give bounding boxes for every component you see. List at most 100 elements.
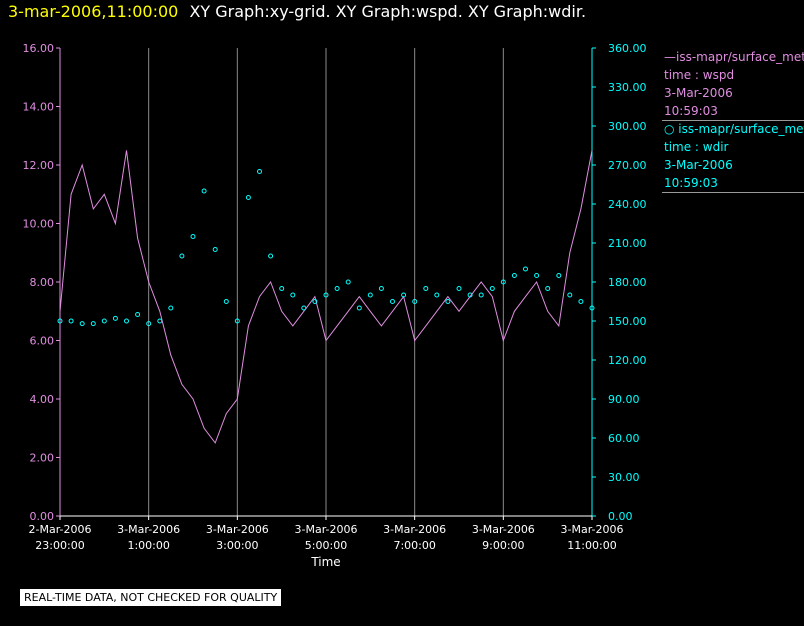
wdir-point <box>90 321 96 327</box>
left-tick-label: 8.00 <box>30 276 55 289</box>
wdir-point <box>168 305 174 311</box>
x-tick-date: 3-Mar-2006 <box>561 523 624 536</box>
wdir-point <box>412 299 418 304</box>
x-tick-time: 11:00:00 <box>567 539 616 552</box>
wdir-point <box>79 321 85 327</box>
wdir-point <box>323 292 329 298</box>
left-tick-label: 2.00 <box>30 452 55 465</box>
wdir-point <box>367 292 373 298</box>
wdir-point <box>68 318 74 324</box>
wdir-point <box>135 312 141 317</box>
wdir-point <box>101 318 107 324</box>
right-tick-label: 270.00 <box>608 159 647 172</box>
right-tick-label: 120.00 <box>608 354 647 367</box>
right-tick-label: 180.00 <box>608 276 647 289</box>
wdir-point <box>445 299 451 304</box>
series-wdir <box>57 169 595 327</box>
wdir-point <box>245 195 251 200</box>
wdir-point <box>312 299 318 304</box>
quality-warning: REAL-TIME DATA, NOT CHECKED FOR QUALITY <box>20 589 282 606</box>
tick-labels: 0.00 2.00 4.00 6.00 8.00 10.00 12.00 14.00 16.00… <box>23 42 647 569</box>
right-tick-label: 60.00 <box>608 432 640 445</box>
wdir-point <box>423 286 429 291</box>
x-tick-time: 3:00:00 <box>216 539 258 552</box>
wdir-point <box>57 318 63 324</box>
x-tick-date: 3-Mar-2006 <box>472 523 535 536</box>
wdir-point <box>334 286 340 291</box>
legend-entry-wspd: —iss-mapr/surface_met time : wspd 3-Mar-… <box>664 48 804 120</box>
graph-titles: XY Graph:xy-grid. XY Graph:wspd. XY Grap… <box>189 2 587 21</box>
wdir-point <box>489 286 495 291</box>
left-tick-label: 4.00 <box>30 393 55 406</box>
wdir-point <box>390 299 395 304</box>
timestamp: 3-mar-2006,11:00:00 <box>8 2 179 21</box>
right-tick-label: 300.00 <box>608 120 647 133</box>
wdir-point <box>567 292 573 298</box>
legend-entry-wdir: ○ iss-mapr/surface_met time : wdir 3-Mar… <box>664 120 804 192</box>
x-tick-date: 3-Mar-2006 <box>383 523 446 536</box>
x-tick-date: 3-Mar-2006 <box>295 523 358 536</box>
legend-circle-icon: ○ <box>664 122 679 136</box>
wdir-point <box>146 321 152 327</box>
x-tick-time: 9:00:00 <box>482 539 524 552</box>
x-tick-time: 7:00:00 <box>393 539 435 552</box>
wdir-point <box>157 318 163 324</box>
wdir-point <box>456 286 462 291</box>
header: 3-mar-2006,11:00:00 XY Graph:xy-grid. XY… <box>8 2 586 21</box>
right-tick-label: 240.00 <box>608 198 647 211</box>
right-tick-label: 0.00 <box>608 510 633 523</box>
wdir-point <box>179 253 185 259</box>
legend-label: iss-mapr/surface_met <box>678 122 804 136</box>
wdir-point <box>534 273 540 278</box>
left-tick-label: 16.00 <box>23 42 55 55</box>
legend-divider <box>662 192 804 193</box>
left-tick-label: 6.00 <box>30 335 55 348</box>
right-tick-label: 330.00 <box>608 81 647 94</box>
wdir-point <box>268 253 274 259</box>
x-tick-time: 23:00:00 <box>35 539 84 552</box>
wdir-point <box>212 247 218 252</box>
wdir-point <box>279 286 285 291</box>
axes <box>56 47 596 520</box>
wdir-point <box>234 318 240 324</box>
wdir-point <box>257 169 262 174</box>
x-tick-date: 2-Mar-2006 <box>29 523 92 536</box>
wdir-point <box>124 318 129 324</box>
wdir-point <box>523 266 528 272</box>
legend-date: 3-Mar-2006 <box>664 158 733 172</box>
x-tick-time: 5:00:00 <box>305 539 347 552</box>
wdir-point <box>401 292 407 298</box>
wdir-point <box>578 299 584 304</box>
legend-field: time : wdir <box>664 140 729 154</box>
right-tick-label: 90.00 <box>608 393 640 406</box>
x-axis-label: Time <box>310 555 340 569</box>
wdir-point <box>356 305 362 311</box>
left-tick-label: 0.00 <box>30 510 55 523</box>
right-tick-label: 30.00 <box>608 471 640 484</box>
x-tick-date: 3-Mar-2006 <box>117 523 180 536</box>
wdir-point <box>478 292 484 298</box>
wdir-point <box>201 188 207 194</box>
legend-divider <box>662 120 804 121</box>
legend-date: 3-Mar-2006 <box>664 86 733 100</box>
wdir-point <box>434 292 440 298</box>
legend-time: 10:59:03 <box>664 176 718 190</box>
x-tick-time: 1:00:00 <box>127 539 169 552</box>
legend-label: iss-mapr/surface_met <box>676 50 804 64</box>
wdir-point <box>467 292 473 298</box>
left-tick-label: 12.00 <box>23 159 55 172</box>
wdir-point <box>378 286 384 291</box>
legend-time: 10:59:03 <box>664 104 718 118</box>
wdir-point <box>545 286 551 291</box>
wdir-point <box>190 234 196 239</box>
x-tick-date: 3-Mar-2006 <box>206 523 269 536</box>
right-tick-label: 150.00 <box>608 315 647 328</box>
legend-field: time : wspd <box>664 68 735 82</box>
wdir-point <box>500 279 506 285</box>
wdir-point <box>290 292 296 298</box>
wdir-point <box>223 299 229 304</box>
left-tick-label: 10.00 <box>23 218 55 231</box>
wdir-point <box>301 305 307 311</box>
series-wspd <box>59 150 593 444</box>
